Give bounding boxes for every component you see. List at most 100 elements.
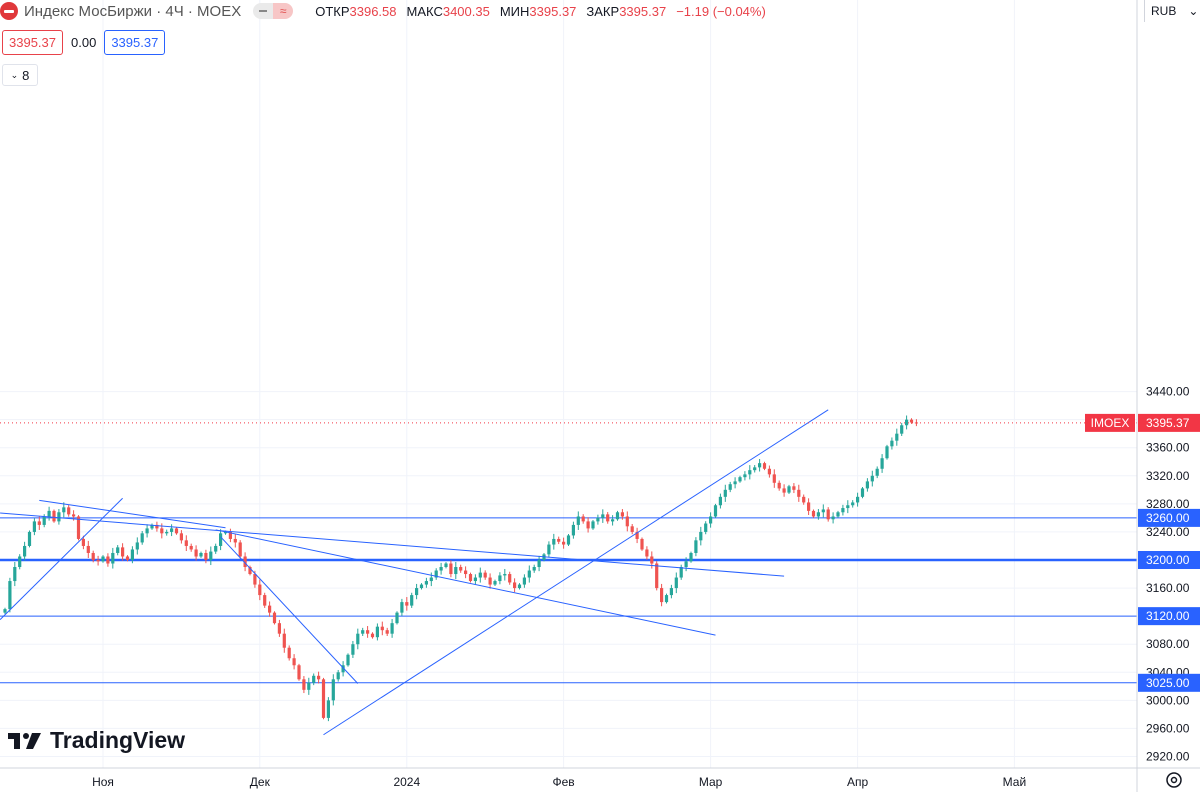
candle-body xyxy=(37,521,41,525)
candle-body xyxy=(214,545,218,552)
candle xyxy=(547,541,551,558)
candle-body xyxy=(454,567,458,575)
candle-body xyxy=(140,533,144,543)
candle-body xyxy=(767,468,771,475)
candle xyxy=(434,568,438,580)
minus-icon[interactable] xyxy=(253,3,274,19)
candle xyxy=(571,521,575,539)
candle xyxy=(32,518,36,536)
candle xyxy=(566,534,571,546)
gear-icon[interactable] xyxy=(1163,769,1185,791)
candle-body xyxy=(620,512,624,517)
candle xyxy=(312,673,316,686)
candle xyxy=(277,619,281,637)
candle-body xyxy=(807,502,811,511)
candle xyxy=(395,611,399,625)
candle-body xyxy=(111,552,115,564)
candle-body xyxy=(669,588,673,596)
symbol-title[interactable]: Индекс МосБиржи · 4Ч · MOEX xyxy=(24,2,242,20)
open-value: ОТКР3396.58 xyxy=(315,3,397,19)
candle-body xyxy=(753,467,757,471)
candle-body xyxy=(424,581,428,585)
candle xyxy=(811,509,816,518)
candle-body xyxy=(170,528,174,532)
currency-selector[interactable]: RUB ⌄ xyxy=(1144,0,1200,22)
candle-body xyxy=(228,531,232,539)
candle-body xyxy=(723,489,727,497)
candle xyxy=(145,524,149,538)
candle-body xyxy=(341,665,345,673)
x-tick-label: Дек xyxy=(250,775,271,789)
candle-body xyxy=(674,577,678,589)
candle-body xyxy=(375,626,379,638)
candle xyxy=(508,571,512,585)
candle xyxy=(527,565,531,583)
candle xyxy=(18,554,22,570)
candle xyxy=(23,541,27,561)
candle xyxy=(606,512,610,524)
time-axis[interactable]: Ноя Дек 2024 Фев Мар Апр Май xyxy=(92,775,1026,789)
candle-body xyxy=(91,552,95,560)
candle xyxy=(669,584,673,599)
candle-body xyxy=(890,440,894,447)
candle xyxy=(860,487,865,499)
candle-body xyxy=(160,528,164,534)
candle-body xyxy=(571,524,575,536)
candle-body xyxy=(312,675,316,683)
candle xyxy=(772,469,776,488)
candle-body xyxy=(557,538,561,542)
candle xyxy=(615,510,620,521)
candle xyxy=(263,592,267,608)
candle xyxy=(52,509,56,523)
candle-body xyxy=(204,552,208,560)
price-axis[interactable]: 2920.002960.003000.003040.003080.003120.… xyxy=(1146,385,1190,764)
candle xyxy=(116,545,120,556)
bid-value[interactable]: 3395.37 xyxy=(2,30,63,55)
candle-body xyxy=(772,474,776,483)
y-tick-label: 2920.00 xyxy=(1146,750,1190,764)
candle-body xyxy=(380,626,384,631)
candle-body xyxy=(331,679,335,701)
candle xyxy=(826,507,830,522)
candle-body xyxy=(57,512,61,522)
tradingview-logo[interactable]: TradingView xyxy=(8,727,185,754)
candle xyxy=(125,555,130,562)
ask-value[interactable]: 3395.37 xyxy=(104,30,166,55)
brand-name: TradingView xyxy=(50,727,186,753)
candle xyxy=(552,533,556,550)
candle xyxy=(307,677,311,695)
candle xyxy=(517,583,522,590)
level-label-bg xyxy=(1138,607,1200,626)
candle-body xyxy=(493,581,497,585)
candle-body xyxy=(62,507,66,513)
candle-body xyxy=(640,538,644,550)
candle xyxy=(831,512,835,524)
candle-body xyxy=(664,595,669,603)
legend-toggle[interactable]: ≈ xyxy=(253,3,294,19)
candle-body xyxy=(145,528,149,534)
candle-body xyxy=(615,512,620,520)
candle xyxy=(449,560,453,578)
candle xyxy=(91,550,95,563)
candle xyxy=(282,628,286,653)
candle xyxy=(777,480,781,491)
candle-body xyxy=(625,516,629,527)
candle-body xyxy=(419,584,424,589)
candle-body xyxy=(483,572,487,578)
candle-body xyxy=(184,540,188,546)
candle xyxy=(302,676,306,694)
candle-body xyxy=(52,510,56,522)
candle xyxy=(47,506,51,521)
candle-body xyxy=(253,574,257,585)
candle xyxy=(317,671,321,684)
wave-icon[interactable]: ≈ xyxy=(273,3,294,19)
candle-body xyxy=(121,547,125,557)
candle-body xyxy=(792,486,796,490)
candle-body xyxy=(302,679,306,690)
y-tick-label: 3080.00 xyxy=(1146,637,1190,651)
candle-body xyxy=(307,682,311,690)
indicators-collapse-button[interactable]: ⌄ 8 xyxy=(2,64,38,86)
candle xyxy=(782,484,786,497)
candle xyxy=(179,530,183,544)
